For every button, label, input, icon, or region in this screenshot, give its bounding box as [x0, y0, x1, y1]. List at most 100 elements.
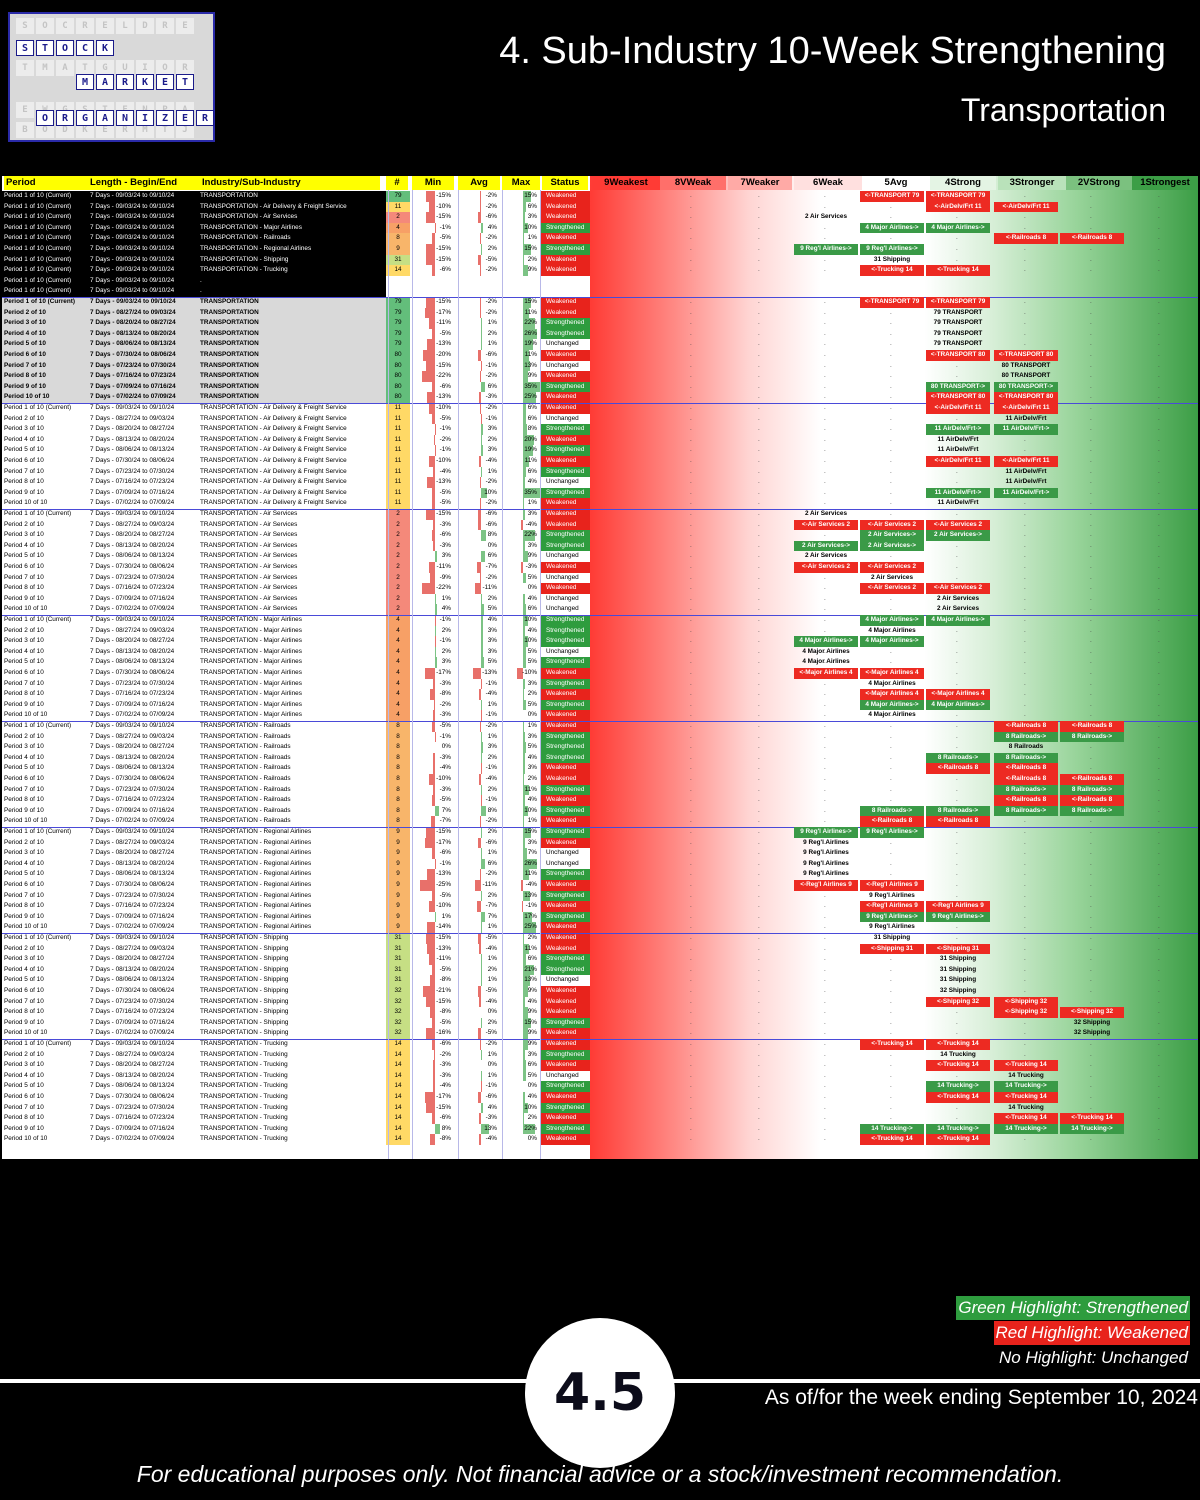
- stat-bar: [481, 593, 483, 605]
- empty-level-dot: .: [1024, 340, 1026, 348]
- logo-letter: N: [116, 110, 134, 126]
- empty-level-dot: .: [758, 891, 760, 899]
- strength-level-label: 79 TRANSPORT: [933, 329, 983, 337]
- stat-bar: [427, 477, 436, 488]
- empty-level-dot: .: [1024, 329, 1026, 337]
- row-count: 31: [386, 954, 410, 965]
- row-period: Period 1 of 10 (Current): [4, 934, 72, 941]
- row-max: 9%: [527, 266, 537, 274]
- row-period: Period 4 of 10: [4, 1071, 44, 1079]
- empty-level-dot: .: [1158, 457, 1160, 464]
- stat-bar: [522, 350, 529, 361]
- stat-bar: [481, 244, 483, 255]
- empty-level-dot: .: [1158, 859, 1160, 867]
- empty-level-dot: .: [1158, 658, 1160, 666]
- empty-level-dot: .: [1090, 912, 1092, 920]
- row-date-range: 7 Days - 09/03/24 to 09/10/24: [90, 404, 175, 411]
- stat-bar: [478, 456, 482, 467]
- empty-level-dot: .: [690, 616, 692, 623]
- table-row: Period 6 of 10 7 Days - 07/30/24 to 08/06…: [2, 880, 1198, 891]
- strength-level-label: 4 Major Airlines: [802, 658, 850, 666]
- empty-level-dot: .: [824, 849, 826, 857]
- row-avg: -6%: [485, 1093, 497, 1100]
- legend-weakened: Red Highlight: Weakened: [993, 1321, 1190, 1345]
- empty-level-dot: .: [1158, 531, 1160, 539]
- empty-level-dot: .: [1158, 817, 1160, 825]
- row-min: -3%: [439, 679, 451, 687]
- row-count: 9: [386, 837, 410, 849]
- empty-level-dot: .: [824, 955, 826, 963]
- group-separator: [2, 721, 1198, 722]
- row-min: -10%: [436, 202, 451, 210]
- group-separator: [2, 615, 1198, 616]
- status-badge: Weakened: [540, 774, 590, 785]
- row-industry: TRANSPORTATION - Regional Airlines: [200, 838, 312, 846]
- empty-level-dot: .: [1158, 1124, 1160, 1132]
- row-avg: 1%: [487, 340, 497, 348]
- empty-level-dot: .: [690, 1124, 692, 1132]
- table-row: Period 7 of 10 7 Days - 07/23/24 to 07/30…: [2, 996, 1198, 1008]
- stat-bar: [432, 487, 436, 499]
- group-separator: [2, 297, 1198, 298]
- row-date-range: 7 Days - 08/20/24 to 08/27/24: [90, 743, 175, 751]
- stat-bar: [481, 636, 483, 647]
- empty-level-dot: .: [1090, 955, 1092, 963]
- stat-bar: [522, 943, 529, 955]
- empty-level-dot: .: [1158, 1008, 1160, 1016]
- row-count: 14: [386, 1102, 410, 1114]
- row-min: -10%: [436, 457, 451, 464]
- row-industry: TRANSPORTATION - Railroads: [200, 806, 291, 814]
- row-industry: TRANSPORTATION - Trucking: [200, 1103, 288, 1111]
- table-row: Period 5 of 10 7 Days - 08/06/24 to 08/13…: [2, 551, 1198, 562]
- row-period: Period 4 of 10: [4, 965, 44, 973]
- empty-level-dot: .: [758, 393, 760, 401]
- status-badge: Weakened: [540, 1134, 590, 1145]
- strength-level-label: 4 Major Airlines: [868, 679, 916, 687]
- stat-bar: [435, 593, 436, 605]
- stat-bar: [481, 339, 482, 350]
- stat-bar: [522, 922, 537, 933]
- stat-bar: [477, 519, 482, 531]
- row-date-range: 7 Days - 09/03/24 to 09/10/24: [90, 234, 175, 242]
- row-min: -5%: [439, 488, 451, 496]
- stat-bar: [522, 1028, 528, 1039]
- row-avg: -1%: [485, 414, 497, 422]
- empty-level-dot: .: [1024, 435, 1026, 443]
- logo-letter: M: [76, 74, 94, 90]
- empty-level-dot: .: [824, 594, 826, 602]
- empty-level-dot: .: [758, 859, 760, 867]
- strength-level-label: 8 Railroads->: [994, 805, 1058, 817]
- stat-bar: [522, 975, 530, 986]
- row-industry: TRANSPORTATION - Major Airlines: [200, 223, 302, 231]
- status-badge: Strengthened: [540, 964, 590, 976]
- row-avg: 7%: [487, 912, 497, 920]
- empty-level-dot: .: [956, 976, 958, 984]
- empty-level-dot: .: [890, 965, 892, 973]
- row-industry: TRANSPORTATION - Shipping: [200, 987, 289, 994]
- row-avg: -2%: [485, 573, 497, 581]
- strength-level-label: <-TRANSPORT 80: [994, 392, 1058, 403]
- row-industry: TRANSPORTATION: [200, 329, 259, 337]
- stat-bar: [481, 604, 485, 615]
- empty-level-dot: .: [956, 923, 958, 931]
- empty-level-dot: .: [690, 393, 692, 401]
- row-count: 8: [386, 752, 410, 764]
- table-row: Period 9 of 10 7 Days - 07/09/24 to 07/16…: [2, 805, 1198, 817]
- table-row: Period 4 of 10 7 Days - 08/13/24 to 08/20…: [2, 328, 1198, 340]
- row-date-range: 7 Days - 08/20/24 to 08/27/24: [90, 637, 175, 645]
- row-max: 4%: [527, 796, 537, 804]
- logo-letter: T: [176, 74, 194, 90]
- stat-bar: [481, 530, 486, 541]
- row-avg: 2%: [487, 329, 497, 337]
- row-min: -1%: [439, 446, 451, 454]
- row-min: 0%: [441, 743, 451, 751]
- empty-level-dot: .: [1158, 881, 1160, 888]
- stat-bar: [434, 858, 436, 870]
- empty-level-dot: .: [758, 573, 760, 581]
- empty-level-dot: .: [758, 785, 760, 793]
- stat-bar: [481, 434, 483, 446]
- row-avg: 1%: [487, 467, 497, 475]
- empty-level-dot: .: [1024, 658, 1026, 666]
- stat-bar: [522, 371, 528, 382]
- empty-level-dot: .: [890, 1018, 892, 1026]
